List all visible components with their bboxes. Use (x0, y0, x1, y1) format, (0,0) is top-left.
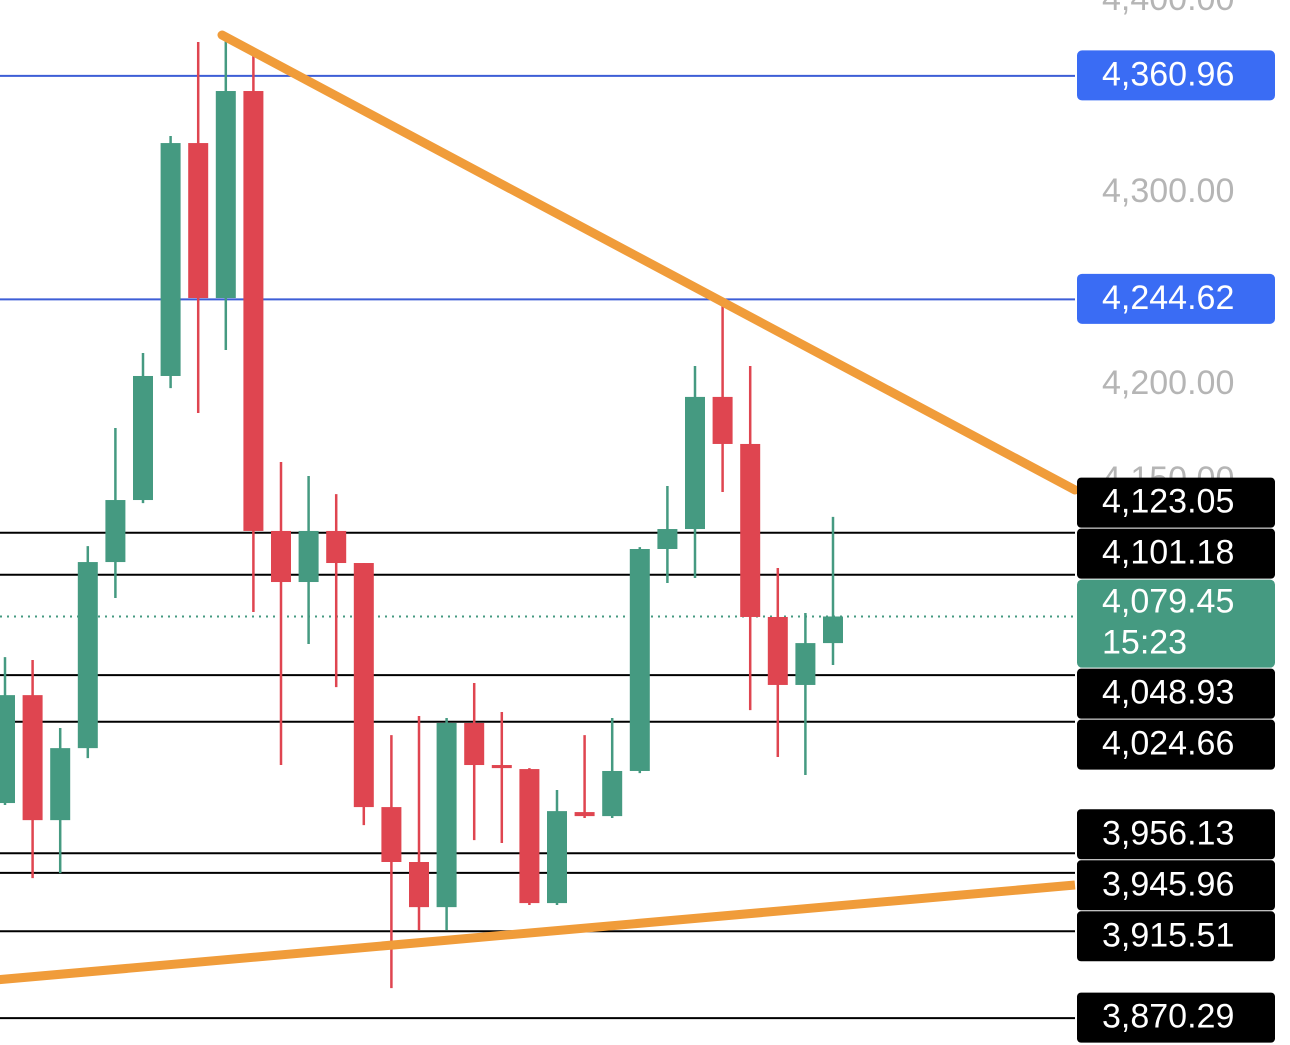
trendline (217, 30, 1080, 495)
price-badge-label: 3,956.13 (1102, 814, 1234, 852)
candle-body (22, 695, 43, 821)
candle-body (491, 765, 512, 769)
candle-body (243, 91, 264, 531)
candle-body (602, 770, 623, 817)
price-badge-label: 4,123.05 (1102, 483, 1234, 521)
y-tick-label: 4,200.00 (1102, 364, 1234, 402)
price-badge-label: 4,101.18 (1102, 534, 1234, 572)
candle-body (188, 143, 209, 299)
price-badge-label: 4,024.66 (1102, 725, 1234, 763)
price-badges: 4,360.96 4,244.62 4,123.05 4,101.18 4,079.45… (1077, 50, 1275, 1043)
price-badge-label: 4,048.93 (1102, 674, 1234, 712)
price-badge (1077, 992, 1275, 1043)
candle-body (574, 812, 595, 817)
candle-body (740, 443, 761, 617)
candle-body (298, 530, 319, 583)
price-badge (1077, 50, 1275, 101)
candle-body (685, 396, 705, 530)
price-badge (1077, 477, 1275, 528)
candle-body (823, 616, 843, 644)
candle-body (326, 530, 347, 564)
price-badge-label: 3,915.51 (1102, 916, 1234, 954)
candle-body (271, 530, 291, 583)
candle-body (464, 722, 485, 766)
y-axis: 4,150.004,200.004,300.004,400.00 (1102, 0, 1234, 498)
candle-body (77, 562, 98, 749)
candles (0, 38, 843, 989)
candle-body (629, 548, 650, 771)
price-badge (1077, 860, 1275, 911)
candle-body (353, 563, 374, 808)
price-badge (1077, 579, 1275, 668)
candle-body (712, 396, 733, 444)
price-badge-label: 4,079.45 (1102, 583, 1234, 621)
price-badge (1077, 668, 1275, 719)
countdown-label: 15:23 (1102, 624, 1187, 662)
candle-body (519, 769, 540, 904)
price-badge (1077, 809, 1275, 860)
price-badge-label: 3,870.29 (1102, 998, 1234, 1036)
candle-body (133, 375, 153, 501)
candle-body (409, 862, 429, 908)
candle-body (105, 500, 126, 563)
candle-body (767, 616, 788, 685)
candle-body (0, 695, 15, 804)
price-badge (1077, 719, 1275, 770)
price-badge (1077, 911, 1275, 962)
price-badge-label: 4,360.96 (1102, 55, 1234, 93)
price-badge (1077, 528, 1275, 579)
candle-body (215, 91, 236, 299)
candle-body (436, 722, 457, 908)
price-badge-label: 4,244.62 (1102, 279, 1234, 317)
y-tick-label: 4,400.00 (1102, 0, 1234, 18)
candle-body (160, 143, 181, 376)
candle-body (795, 643, 816, 685)
y-tick-label: 4,300.00 (1102, 172, 1234, 210)
candle-body (547, 811, 567, 904)
price-badge (1077, 273, 1275, 324)
candle-body (50, 748, 71, 821)
candle-body (657, 529, 678, 549)
price-badge-label: 3,945.96 (1102, 865, 1234, 903)
trendline (0, 880, 1076, 985)
candle-body (381, 807, 402, 863)
